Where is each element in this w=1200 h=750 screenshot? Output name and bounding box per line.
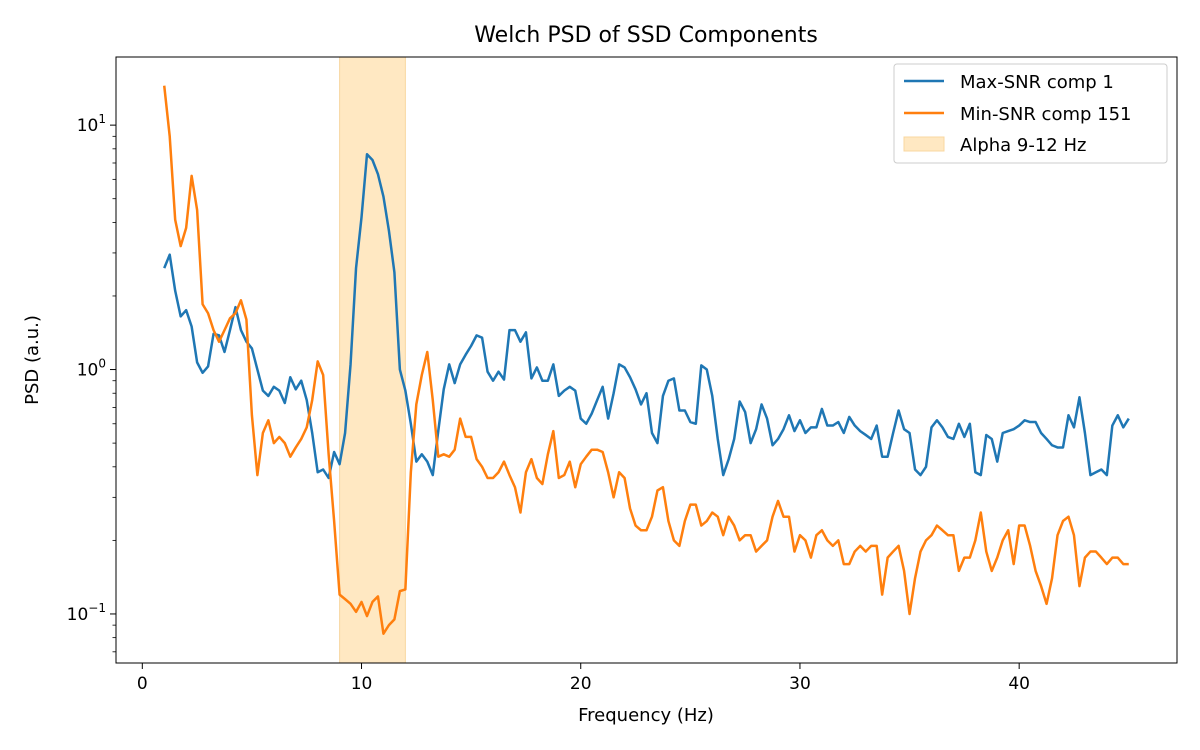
legend-swatch-alpha xyxy=(903,136,945,152)
x-tick-label: 30 xyxy=(789,674,811,694)
y-tick-label: 10−1 xyxy=(67,601,106,625)
x-tick-label: 40 xyxy=(1008,674,1030,694)
legend-box xyxy=(893,63,1168,164)
legend-label-max-snr: Max-SNR comp 1 xyxy=(960,72,1114,93)
series-layer xyxy=(162,85,1130,635)
y-axis-label: PSD (a.u.) xyxy=(22,315,43,405)
legend-label-alpha: Alpha 9-12 Hz xyxy=(960,135,1086,156)
chart-title: Welch PSD of SSD Components xyxy=(474,23,818,48)
x-axis-label: Frequency (Hz) xyxy=(578,705,714,726)
ticks-layer: 0 10 20 30 40 10−1 100 101 xyxy=(67,112,1030,694)
series-line-1 xyxy=(163,153,1130,480)
plot-frame xyxy=(115,56,1178,664)
y-tick-label: 101 xyxy=(77,112,106,136)
x-tick-label: 20 xyxy=(570,674,592,694)
y-tick-label: 100 xyxy=(77,357,106,381)
legend: Max-SNR comp 1 Min-SNR comp 151 Alpha 9-… xyxy=(893,63,1168,164)
series-line-2 xyxy=(162,85,1129,635)
x-tick-label: 0 xyxy=(137,674,148,694)
alpha-band xyxy=(339,57,406,663)
x-tick-label: 10 xyxy=(351,674,373,694)
legend-label-min-snr: Min-SNR comp 151 xyxy=(960,104,1132,125)
